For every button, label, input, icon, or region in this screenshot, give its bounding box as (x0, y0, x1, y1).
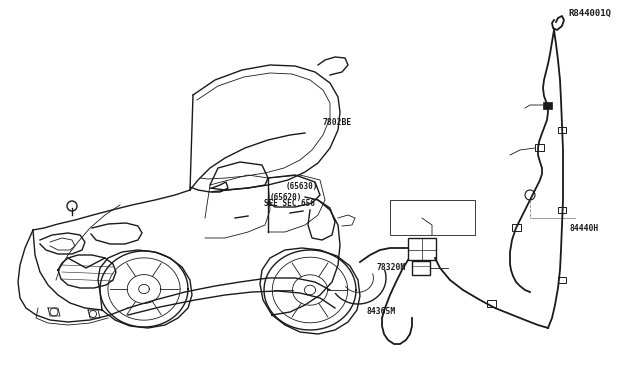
Text: (65630): (65630) (285, 182, 318, 190)
Bar (535, 144, 544, 151)
Bar (412, 261, 430, 275)
Text: 7802BE: 7802BE (323, 118, 352, 127)
Text: SEE SEC.656: SEE SEC.656 (264, 199, 315, 208)
Bar (543, 102, 552, 109)
Text: 78320M: 78320M (376, 263, 406, 272)
Bar (558, 277, 566, 283)
Bar (558, 207, 566, 213)
Text: 84440H: 84440H (570, 224, 599, 233)
Bar (512, 224, 521, 231)
Text: R844001Q: R844001Q (568, 9, 611, 18)
Text: 84365M: 84365M (366, 307, 396, 316)
Text: (65620): (65620) (270, 193, 303, 202)
Bar (390, 200, 475, 235)
Bar (487, 300, 496, 307)
Bar (558, 127, 566, 133)
Bar (408, 238, 436, 260)
